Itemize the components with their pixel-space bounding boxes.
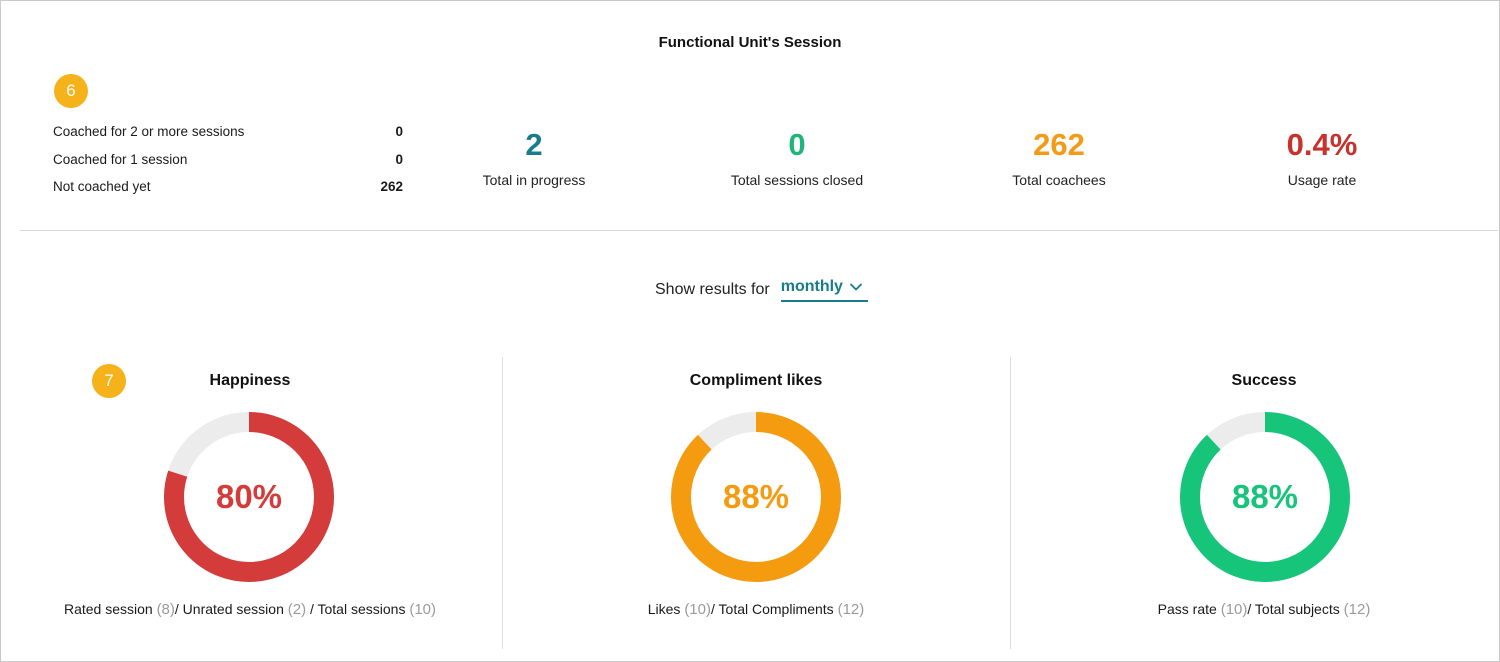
gauge-title: Success [1231,372,1297,389]
metric-value: 0 [788,127,806,162]
metric-value: 2 [525,127,543,162]
stat-label: Not coached yet [53,179,151,194]
donut-chart [1180,412,1350,582]
caption-count: (10) [409,601,437,618]
caption-text: / Total sessions [306,601,410,617]
gauge-percent: 80% [215,478,283,515]
section-title: Functional Unit's Session [658,34,842,51]
donut-fill [164,412,334,582]
metric-value: 262 [1033,127,1085,162]
gauge-percent: 88% [722,478,790,515]
donut-fill [1180,412,1350,582]
metric-value: 0.4% [1286,127,1358,162]
stat-value: 262 [380,179,403,194]
stat-value: 0 [395,151,403,167]
gauge-panel-happiness: Happiness 80% Rated session (8)/ Unrated… [0,372,500,618]
metric-label: Total coachees [1012,172,1106,188]
metric-total-sessions-closed: 0 Total sessions closed [677,126,917,188]
section-divider [20,230,1498,231]
caption-text: Pass rate [1157,601,1221,617]
step-badge-7: 7 [92,364,126,398]
panel-divider [502,357,503,649]
caption-text: Likes [647,601,685,617]
step-badge-6: 6 [54,74,88,108]
gauge-compliment-likes: 88% [669,410,843,589]
stat-value: 0 [395,124,403,139]
gauge-caption: Pass rate (10)/ Total subjects (12) [1014,601,1500,618]
metric-label: Total in progress [482,172,586,188]
results-filter: Show results for monthly [655,278,868,302]
stat-row-not-coached: Not coached yet 262 [53,177,403,205]
filter-label: Show results for [655,281,770,298]
metric-usage-rate: 0.4% Usage rate [1202,126,1442,188]
gauge-panel-success: Success 88% Pass rate (10)/ Total subjec… [1014,372,1500,618]
gauge-percent: 88% [1231,478,1299,515]
period-select-value: monthly [780,278,843,295]
gauge-title: Happiness [209,372,291,389]
metric-total-in-progress: 2 Total in progress [414,126,654,188]
metric-label: Usage rate [1287,172,1357,188]
gauge-caption: Likes (10)/ Total Compliments (12) [506,601,1006,618]
caption-text: Rated session [63,601,157,617]
panel-divider [1010,357,1011,649]
gauge-happiness: 80% [162,410,336,589]
chevron-down-icon [850,283,862,291]
caption-count: (8) [156,601,175,618]
donut-fill [671,412,841,582]
gauge-title: Compliment likes [689,372,823,389]
metric-label: Total sessions closed [730,172,864,188]
coaching-stats-list: Coached for 2 or more sessions 0 Coached… [53,122,403,205]
caption-count: (2) [287,601,307,618]
donut-chart [671,412,841,582]
stat-row-2-plus: Coached for 2 or more sessions 0 [53,122,403,150]
stat-label: Coached for 1 session [53,151,188,167]
caption-count: (10) [1220,601,1248,618]
gauge-caption: Rated session (8)/ Unrated session (2) /… [0,601,500,618]
donut-chart [164,412,334,582]
caption-count: (12) [1343,601,1371,618]
gauge-success: 88% [1178,410,1352,589]
gauge-panel-compliment-likes: Compliment likes 88% Likes (10)/ Total C… [506,372,1006,618]
period-select[interactable]: monthly [780,278,868,302]
caption-text: / Total Compliments [711,601,838,617]
stat-row-1: Coached for 1 session 0 [53,150,403,178]
caption-text: / Total subjects [1247,601,1344,617]
caption-text: / Unrated session [174,601,288,617]
metric-total-coachees: 262 Total coachees [939,126,1179,188]
stat-label: Coached for 2 or more sessions [53,124,245,139]
caption-count: (12) [837,601,865,618]
caption-count: (10) [684,601,711,618]
